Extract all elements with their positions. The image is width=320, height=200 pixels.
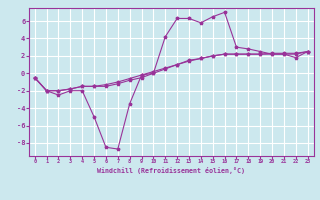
X-axis label: Windchill (Refroidissement éolien,°C): Windchill (Refroidissement éolien,°C) bbox=[97, 167, 245, 174]
